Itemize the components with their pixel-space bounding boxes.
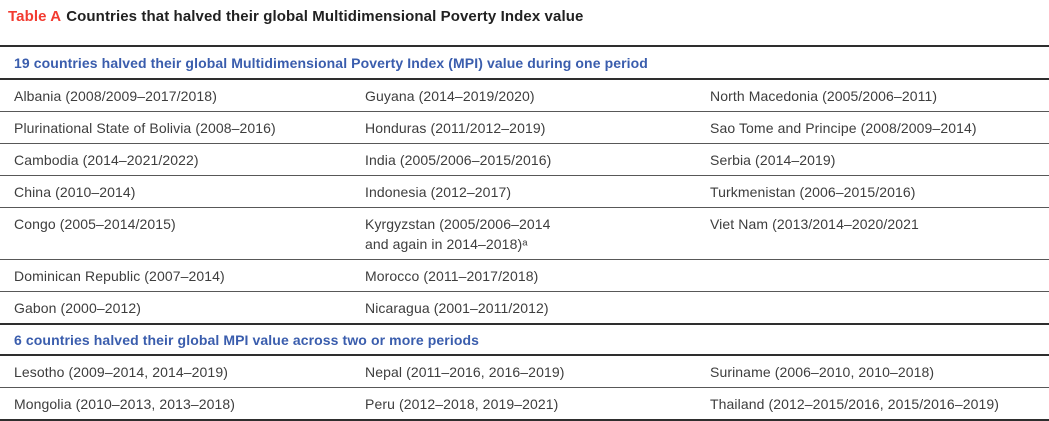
- table-row-lesotho: Lesotho (2009–2014, 2014–2019) Nepal (20…: [0, 356, 1049, 388]
- table-row-bolivia: Plurinational State of Bolivia (2008–201…: [0, 112, 1049, 144]
- section-header-one-period: 19 countries halved their global Multidi…: [0, 47, 1049, 80]
- table-cell: Peru (2012–2018, 2019–2021): [365, 396, 559, 412]
- table-cell: Lesotho (2009–2014, 2014–2019): [14, 364, 228, 380]
- table-cell: Morocco (2011–2017/2018): [365, 268, 539, 284]
- table-cell: Kyrgyzstan (2005/2006–2014 and again in …: [365, 216, 551, 252]
- table-cell: Albania (2008/2009–2017/2018): [14, 88, 217, 104]
- table-cell: Nepal (2011–2016, 2016–2019): [365, 364, 565, 380]
- table-row-gabon: Gabon (2000–2012) Nicaragua (2001–2011/2…: [0, 292, 1049, 323]
- table-row-mongolia: Mongolia (2010–2013, 2013–2018) Peru (20…: [0, 388, 1049, 419]
- table-cell: Mongolia (2010–2013, 2013–2018): [14, 396, 236, 412]
- table-cell: Dominican Republic (2007–2014): [14, 268, 225, 284]
- table-row-dominican-republic: Dominican Republic (2007–2014) Morocco (…: [0, 260, 1049, 292]
- table-cell: [696, 292, 1049, 303]
- table-row-cambodia: Cambodia (2014–2021/2022) India (2005/20…: [0, 144, 1049, 176]
- table-cell: Indonesia (2012–2017): [365, 184, 512, 200]
- table-cell: [696, 260, 1049, 271]
- table-cell: India (2005/2006–2015/2016): [365, 152, 552, 168]
- table-cell: Congo (2005–2014/2015): [14, 216, 176, 232]
- table-title: Table A Countries that halved their globa…: [0, 0, 1049, 25]
- table-cell: Serbia (2014–2019): [710, 152, 836, 168]
- table-cell: North Macedonia (2005/2006–2011): [710, 88, 938, 104]
- table-title-text: Countries that halved their global Multi…: [66, 8, 584, 25]
- table-cell: China (2010–2014): [14, 184, 136, 200]
- table-row-china: China (2010–2014) Indonesia (2012–2017) …: [0, 176, 1049, 208]
- mpi-table: 19 countries halved their global Multidi…: [0, 45, 1049, 421]
- table-cell: Thailand (2012–2015/2016, 2015/2016–2019…: [710, 396, 1000, 412]
- table-cell: Nicaragua (2001–2011/2012): [365, 300, 549, 316]
- table-row-albania: Albania (2008/2009–2017/2018) Guyana (20…: [0, 80, 1049, 112]
- table-row-congo: Congo (2005–2014/2015) Kyrgyzstan (2005/…: [0, 208, 1049, 260]
- table-cell: Viet Nam (2013/2014–2020/2021: [710, 216, 919, 232]
- table-label: Table A: [8, 8, 62, 25]
- table-cell: Gabon (2000–2012): [14, 300, 142, 316]
- table-cell: Cambodia (2014–2021/2022): [14, 152, 199, 168]
- table-cell: Plurinational State of Bolivia (2008–201…: [14, 120, 276, 136]
- section-header-two-or-more-periods: 6 countries halved their global MPI valu…: [0, 323, 1049, 356]
- table-cell: Honduras (2011/2012–2019): [365, 120, 546, 136]
- table-cell: Suriname (2006–2010, 2010–2018): [710, 364, 935, 380]
- table-cell: Turkmenistan (2006–2015/2016): [710, 184, 916, 200]
- table-cell: Guyana (2014–2019/2020): [365, 88, 535, 104]
- table-cell: Sao Tome and Principe (2008/2009–2014): [710, 120, 977, 136]
